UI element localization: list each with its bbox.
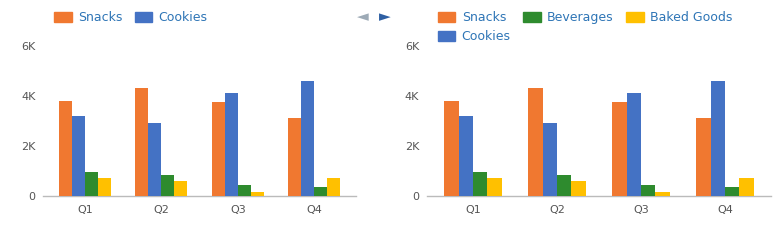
Bar — [641, 185, 655, 196]
Bar — [473, 172, 487, 196]
Bar — [225, 93, 238, 196]
Bar — [327, 179, 341, 196]
Bar — [543, 123, 557, 196]
Bar — [314, 187, 327, 196]
Bar — [72, 116, 85, 196]
Bar — [711, 81, 725, 196]
Bar — [696, 118, 711, 196]
Bar — [739, 179, 753, 196]
Bar — [445, 101, 459, 196]
Bar — [301, 81, 314, 196]
Text: ►: ► — [379, 9, 392, 24]
Bar — [459, 116, 473, 196]
Text: ◄: ◄ — [357, 9, 370, 24]
Bar — [98, 179, 111, 196]
Bar — [725, 187, 739, 196]
Legend: Snacks, Cookies, Beverages, Baked Goods: Snacks, Cookies, Beverages, Baked Goods — [433, 6, 738, 49]
Bar — [161, 175, 175, 196]
Bar — [238, 185, 251, 196]
Bar — [529, 88, 543, 196]
Bar — [251, 192, 264, 196]
Bar — [175, 181, 187, 196]
Bar — [572, 181, 586, 196]
Bar — [288, 118, 301, 196]
Bar — [487, 179, 502, 196]
Bar — [212, 102, 225, 196]
Bar — [612, 102, 626, 196]
Bar — [626, 93, 641, 196]
Bar — [557, 175, 572, 196]
Bar — [655, 192, 669, 196]
Bar — [85, 172, 98, 196]
Bar — [149, 123, 161, 196]
Bar — [135, 88, 149, 196]
Legend: Snacks, Cookies: Snacks, Cookies — [49, 6, 213, 29]
Bar — [59, 101, 72, 196]
